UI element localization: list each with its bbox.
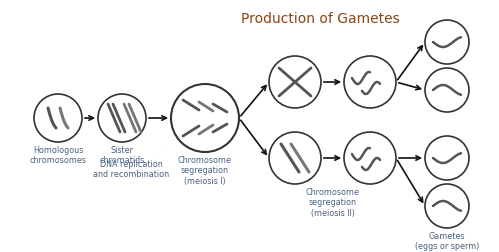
Text: DNA replication
and recombination: DNA replication and recombination	[93, 160, 170, 179]
Text: Chromosome
segregation
(meiosis I): Chromosome segregation (meiosis I)	[178, 156, 232, 186]
Text: Chromosome
segregation
(meiosis II): Chromosome segregation (meiosis II)	[305, 188, 359, 218]
Text: Homologous
chromosomes: Homologous chromosomes	[29, 146, 86, 165]
Text: Gametes
(eggs or sperm): Gametes (eggs or sperm)	[415, 232, 479, 251]
Text: Sister
chromatids: Sister chromatids	[99, 146, 145, 165]
Text: Production of Gametes: Production of Gametes	[241, 12, 399, 26]
